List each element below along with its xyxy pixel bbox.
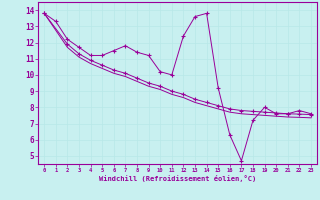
X-axis label: Windchill (Refroidissement éolien,°C): Windchill (Refroidissement éolien,°C) [99, 175, 256, 182]
